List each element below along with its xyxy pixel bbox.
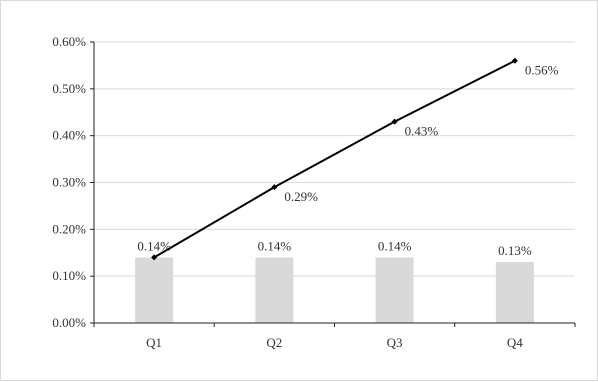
line-point <box>391 118 398 125</box>
trend-line <box>153 59 516 259</box>
line-data-label: 0.43% <box>405 124 439 139</box>
line-point <box>271 184 278 191</box>
axis-layer: 0.00% 0.10% 0.20% 0.30% 0.40% 0.50% 0.60% Q1 Q2 Q… <box>52 34 576 350</box>
label-layer: 0.14% 0.14% 0.14% 0.13% 0.29% 0.43% 0.56% <box>137 63 558 258</box>
bar-data-label: 0.14% <box>378 238 412 253</box>
x-category-label: Q2 <box>266 335 282 350</box>
bar-series <box>135 257 534 323</box>
bar <box>255 257 294 323</box>
y-tick-label: 0.30% <box>52 175 86 190</box>
bar <box>135 257 174 323</box>
grid-layer <box>94 41 575 277</box>
line-series <box>151 57 518 261</box>
y-tick-label: 0.60% <box>52 34 86 49</box>
x-category-label: Q4 <box>507 335 523 350</box>
bar <box>375 257 414 323</box>
line-data-label: 0.29% <box>284 189 318 204</box>
bar-data-label: 0.14% <box>258 238 292 253</box>
y-tick-label: 0.20% <box>52 221 86 236</box>
bar-data-label: 0.14% <box>137 238 171 253</box>
x-category-label: Q3 <box>387 335 403 350</box>
line-data-label: 0.56% <box>525 63 559 78</box>
y-tick-label: 0.10% <box>52 268 86 283</box>
bar <box>495 262 534 323</box>
y-tick-label: 0.40% <box>52 128 86 143</box>
x-category-label: Q1 <box>146 335 162 350</box>
bar-data-label: 0.13% <box>498 243 532 258</box>
line-point <box>511 57 518 64</box>
y-tick-label: 0.00% <box>52 315 86 330</box>
line-point <box>151 254 158 261</box>
y-tick-label: 0.50% <box>52 81 86 96</box>
